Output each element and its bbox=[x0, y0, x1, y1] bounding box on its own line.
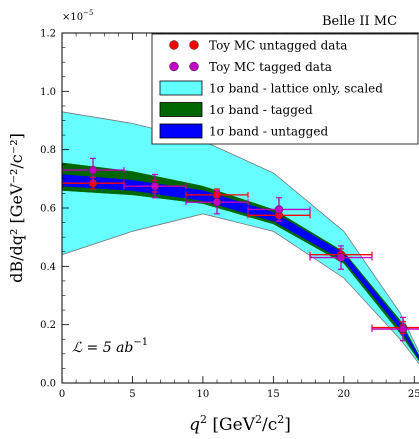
legend-swatch bbox=[159, 123, 203, 139]
data-point bbox=[309, 245, 373, 270]
data-point bbox=[247, 197, 311, 222]
y-tick-label: 0.6 bbox=[40, 204, 56, 215]
marker-tagged bbox=[150, 181, 160, 191]
points-layer bbox=[62, 157, 419, 342]
data-point bbox=[185, 189, 249, 215]
data-point bbox=[62, 157, 125, 183]
x-tick-label: 0 bbox=[59, 389, 65, 400]
y-tick-label: 0.0 bbox=[40, 379, 56, 390]
marker-tagged bbox=[274, 205, 284, 214]
x-tick-label: 20 bbox=[337, 389, 350, 400]
luminosity-label: ℒ = 5 ab−1 bbox=[72, 337, 148, 356]
y-tick-label: 0.4 bbox=[40, 262, 56, 273]
y-tick-label: 0.8 bbox=[40, 145, 56, 156]
marker-tagged bbox=[88, 165, 98, 175]
x-tick-label: 15 bbox=[267, 389, 280, 400]
y-exponent: ×10−5 bbox=[62, 9, 93, 23]
y-axis-label: dB/dq² [GeV⁻²/c⁻²] bbox=[7, 133, 26, 283]
data-point bbox=[371, 316, 419, 342]
y-tick-label: 1.2 bbox=[40, 29, 56, 40]
y-tick-label: 0.2 bbox=[40, 320, 56, 331]
experiment-label: Belle II MC bbox=[322, 14, 397, 29]
legend-marker bbox=[169, 61, 179, 72]
y-tick-label: 1.0 bbox=[40, 87, 56, 98]
x-axis-label: q2 [GeV2/c2] bbox=[189, 413, 291, 435]
y-axis-ticks: 0.0 0.2 0.4 0.6 0.8 1.0 1.2 bbox=[40, 29, 69, 390]
legend-label: Toy MC tagged data bbox=[209, 60, 332, 74]
x-tick-label: 5 bbox=[129, 389, 135, 400]
legend-marker bbox=[189, 61, 199, 72]
legend-label: Toy MC untagged data bbox=[209, 39, 347, 53]
legend-label: 1σ band - untagged bbox=[209, 125, 328, 139]
legend-swatch bbox=[159, 80, 203, 96]
marker-tagged bbox=[336, 253, 346, 262]
legend-marker bbox=[189, 40, 199, 50]
legend-swatch bbox=[159, 102, 203, 117]
x-tick-label: 10 bbox=[197, 389, 210, 400]
legend: Toy MC untagged data Toy MC tagged data 1σ… bbox=[151, 33, 419, 145]
marker-tagged bbox=[212, 197, 222, 207]
legend-label: 1σ band - lattice only, scaled bbox=[209, 82, 383, 96]
legend-label: 1σ band - tagged bbox=[209, 103, 313, 117]
data-point bbox=[123, 173, 187, 199]
legend-marker bbox=[169, 40, 179, 50]
marker-tagged bbox=[398, 324, 408, 334]
band-0 bbox=[62, 111, 419, 365]
x-tick-label: 25 bbox=[408, 389, 419, 400]
